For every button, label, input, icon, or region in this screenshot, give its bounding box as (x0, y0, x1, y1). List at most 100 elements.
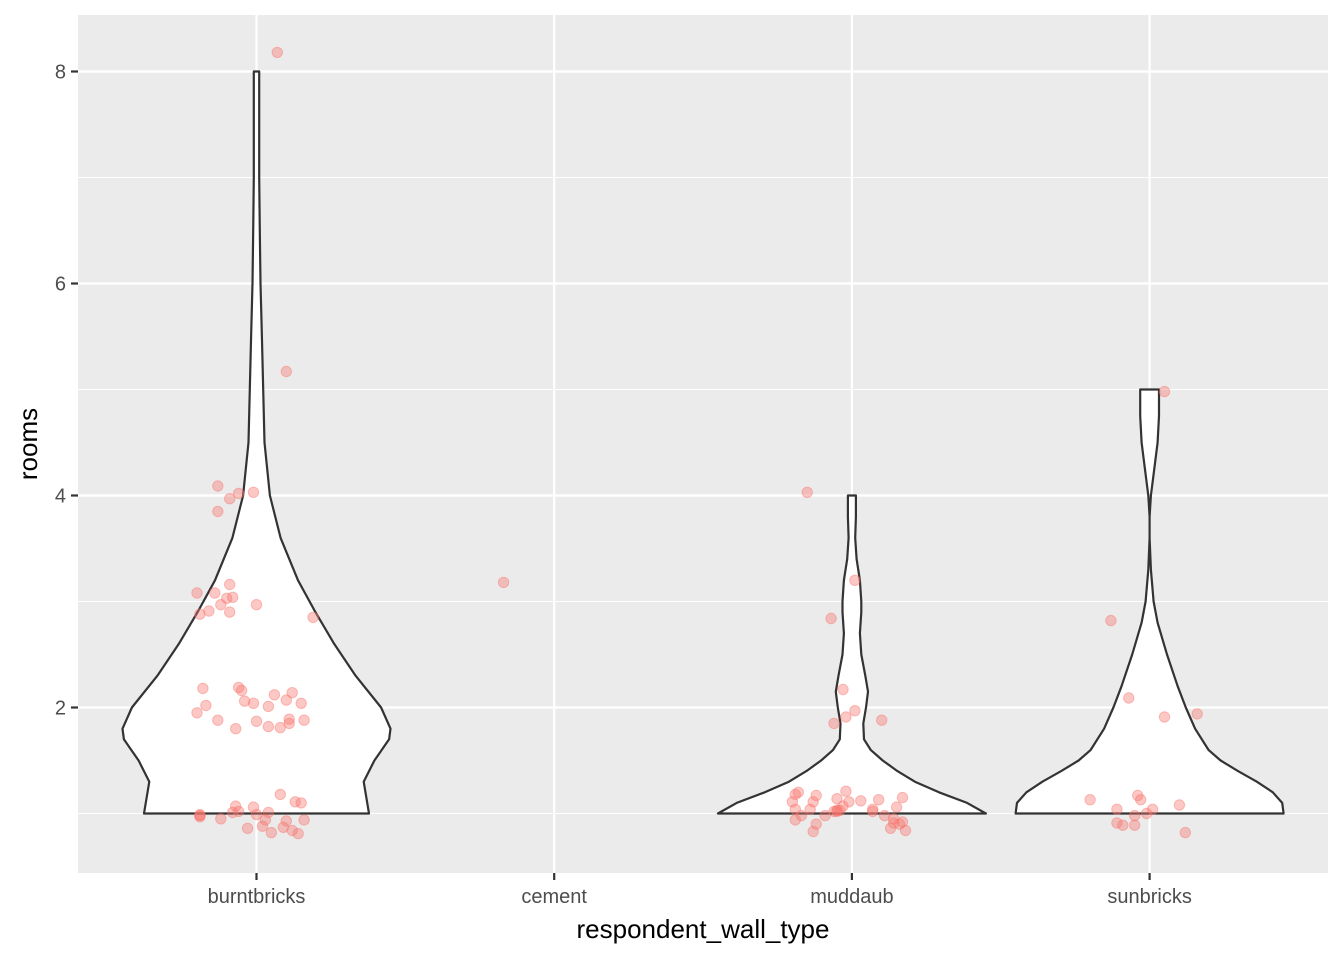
data-point-sunbricks (1132, 789, 1144, 802)
y-tick-label: 4 (55, 486, 66, 508)
data-point-muddaub (876, 714, 888, 726)
data-point-burntbricks (298, 814, 310, 826)
data-point-burntbricks (289, 796, 301, 808)
data-point-muddaub (831, 793, 843, 805)
data-point-muddaub (893, 818, 906, 830)
data-point-sunbricks (1158, 385, 1171, 398)
data-point-burntbricks (224, 606, 236, 618)
y-axis: 2 4 6 8 (55, 62, 78, 720)
data-point-sunbricks (1117, 819, 1129, 831)
data-point-burntbricks (250, 599, 263, 611)
data-point-burntbricks (280, 815, 292, 827)
data-point-muddaub (792, 786, 804, 798)
data-point-burntbricks (209, 587, 221, 599)
data-point-burntbricks (262, 700, 275, 713)
data-point-muddaub (899, 824, 912, 837)
data-point-burntbricks (194, 811, 206, 823)
data-point-burntbricks (280, 694, 292, 706)
data-point-muddaub (807, 796, 819, 808)
data-point-muddaub (828, 805, 840, 818)
data-point-sunbricks (1140, 807, 1153, 820)
violin-burntbricks (121, 70, 392, 815)
x-axis-title: respondent_wall_type (577, 914, 830, 944)
data-point-burntbricks (277, 821, 289, 833)
data-point-muddaub (887, 817, 900, 829)
data-point-burntbricks (232, 805, 245, 818)
data-point-muddaub (831, 805, 843, 818)
data-point-muddaub (801, 486, 813, 498)
data-point-burntbricks (274, 788, 286, 801)
data-point-burntbricks (274, 721, 286, 734)
data-point-burntbricks (194, 809, 206, 822)
data-point-muddaub (789, 788, 801, 801)
violin-shapes (121, 70, 1285, 815)
data-point-burntbricks (241, 822, 254, 834)
y-axis-title: rooms (13, 408, 43, 480)
data-point-burntbricks (283, 717, 295, 730)
data-point-burntbricks (280, 365, 292, 378)
data-point-sunbricks (1129, 809, 1141, 822)
data-point-sunbricks (1146, 803, 1159, 815)
data-point-sunbricks (1111, 803, 1123, 815)
data-point-muddaub (786, 796, 799, 808)
data-point-muddaub (843, 796, 855, 808)
data-point-burntbricks (271, 46, 283, 59)
data-point-muddaub (828, 717, 840, 730)
data-point-burntbricks (259, 814, 272, 826)
data-point-muddaub (890, 801, 903, 813)
data-point-burntbricks (292, 827, 304, 840)
data-point-muddaub (819, 809, 831, 822)
data-point-muddaub (810, 789, 822, 802)
data-point-muddaub (896, 791, 909, 804)
x-tick-label-burntbricks: burntbricks (208, 886, 306, 908)
data-point-sunbricks (1179, 826, 1192, 839)
data-point-sunbricks (1135, 794, 1147, 806)
data-point-burntbricks (247, 697, 260, 709)
data-point-muddaub (810, 818, 822, 830)
data-point-muddaub (840, 785, 852, 797)
data-point-sunbricks (1111, 817, 1123, 829)
data-point-muddaub (807, 825, 819, 838)
data-point-muddaub (887, 813, 900, 825)
data-point-muddaub (855, 795, 867, 807)
data-point-muddaub (867, 803, 879, 815)
data-point-burntbricks (286, 824, 298, 837)
data-point-muddaub (825, 612, 837, 625)
data-point-muddaub (789, 814, 801, 826)
data-point-burntbricks (232, 487, 245, 500)
data-point-muddaub (834, 804, 846, 816)
data-point-burntbricks (286, 687, 298, 699)
y-tick-label: 2 (55, 698, 66, 720)
data-point-sunbricks (1158, 711, 1171, 723)
data-point-sunbricks (1123, 692, 1135, 704)
data-point-burntbricks (212, 714, 224, 726)
data-point-muddaub (837, 800, 849, 812)
data-point-burntbricks (247, 801, 260, 813)
data-point-muddaub (896, 816, 909, 828)
data-point-sunbricks (1105, 614, 1117, 627)
y-tick-label: 6 (55, 274, 66, 296)
data-point-muddaub (795, 809, 807, 822)
data-point-muddaub (867, 805, 879, 818)
x-tick-label-sunbricks: sunbricks (1107, 886, 1191, 908)
data-point-burntbricks (221, 592, 233, 604)
data-point-cement (497, 576, 510, 589)
data-point-burntbricks (298, 714, 310, 726)
data-point-burntbricks (224, 493, 236, 505)
data-point-burntbricks (235, 684, 248, 697)
data-point-sunbricks (1191, 708, 1203, 720)
data-point-burntbricks (230, 800, 242, 812)
data-point-burntbricks (230, 723, 242, 735)
data-point-burntbricks (203, 605, 215, 617)
x-axis: burntbricks cement muddaub sunbricks (208, 873, 1192, 908)
data-point-burntbricks (250, 715, 263, 727)
data-point-sunbricks (1084, 794, 1096, 806)
data-point-muddaub (804, 803, 816, 815)
jitter-points (191, 46, 1203, 840)
data-point-burntbricks (197, 682, 209, 695)
data-point-burntbricks (227, 591, 239, 603)
data-point-burntbricks (232, 681, 245, 694)
x-tick-label-muddaub: muddaub (810, 886, 893, 908)
data-point-muddaub (884, 822, 897, 834)
